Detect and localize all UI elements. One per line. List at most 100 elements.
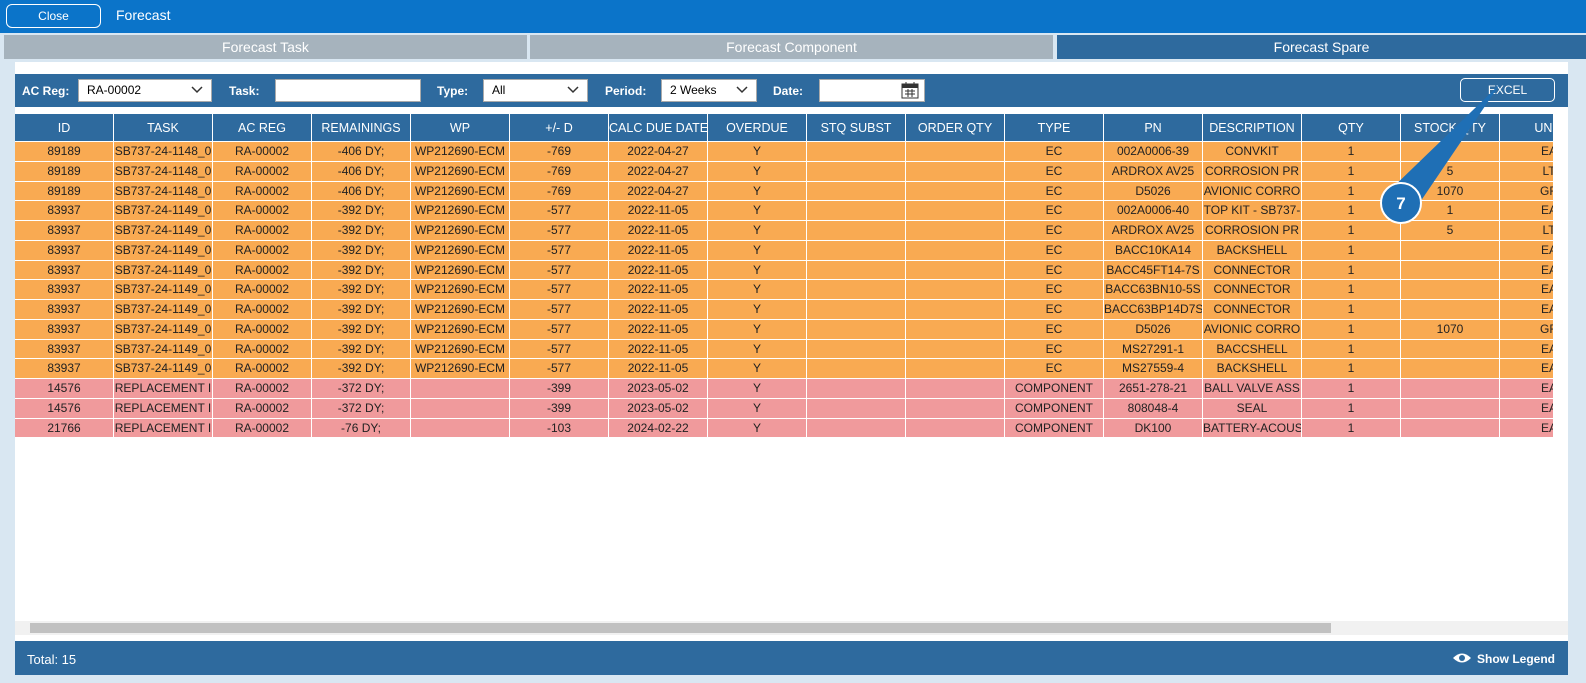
table-cell: WP212690-ECM (411, 339, 510, 360)
table-cell: 1 (1302, 319, 1401, 340)
filter-label: Date: (773, 84, 804, 98)
table-cell (807, 201, 906, 221)
scroll-thumb[interactable] (30, 623, 1331, 633)
table-cell: RA-00002 (213, 201, 312, 221)
tab[interactable]: Forecast Task (4, 35, 527, 59)
table-cell (1401, 339, 1500, 360)
task-input[interactable] (275, 79, 421, 102)
table-cell: RA-00002 (213, 300, 312, 320)
table-cell: CONNECTOR (1203, 280, 1302, 300)
table-cell: 89189 (15, 142, 114, 162)
table-cell: 2022-11-05 (609, 359, 708, 379)
table-cell: BACCSHELL (1203, 339, 1302, 360)
table-cell: GR (1500, 181, 1553, 202)
table-cell: 002A0006-40 (1104, 201, 1203, 221)
table-cell: SB737-24-1148_0 (114, 181, 213, 202)
tab[interactable]: Forecast Component (530, 35, 1053, 59)
table-cell: DK100 (1104, 418, 1203, 439)
table-cell (906, 398, 1005, 419)
table-cell: -392 DY; (312, 260, 411, 281)
table-cell (807, 418, 906, 439)
table-cell: CORROSION PR (1203, 221, 1302, 241)
table-cell: 1 (1302, 359, 1401, 379)
select-value: All (492, 83, 506, 97)
table-cell: 83937 (15, 280, 114, 300)
total: Total: 15 (27, 652, 77, 667)
table-cell: MS27559-4 (1104, 359, 1203, 379)
table-cell: SB737-24-1149_0 (114, 280, 213, 300)
ac-reg-select[interactable]: RA-00002 (78, 79, 212, 102)
table-cell: EA (1500, 201, 1553, 221)
table-cell: -372 DY; (312, 379, 411, 399)
table-cell: Y (708, 201, 807, 221)
table-cell: BATTERY-ACOUS (1203, 418, 1302, 439)
table-cell: -577 (510, 300, 609, 320)
table-cell: 2651-278-21 (1104, 379, 1203, 399)
table-cell (906, 142, 1005, 162)
table-cell: 83937 (15, 201, 114, 221)
table-cell (906, 300, 1005, 320)
table-cell (807, 260, 906, 281)
table-cell: SB737-24-1149_0 (114, 260, 213, 281)
table-cell (1401, 359, 1500, 379)
table-cell (906, 339, 1005, 360)
table-cell: REPLACEMENT I (114, 398, 213, 419)
table-cell: Y (708, 260, 807, 281)
type-select[interactable]: All (483, 79, 588, 102)
table-cell (906, 221, 1005, 241)
table-cell: WP212690-ECM (411, 142, 510, 162)
date-input[interactable] (819, 79, 925, 102)
table-cell: 808048-4 (1104, 398, 1203, 419)
scrollbar[interactable] (15, 621, 1568, 635)
filter-label: Type: (437, 84, 469, 98)
table-cell: 2022-04-27 (609, 161, 708, 182)
table-cell: SB737-24-1149_0 (114, 319, 213, 340)
table-cell: 1 (1302, 280, 1401, 300)
close-button[interactable]: Close (6, 4, 101, 28)
table-cell (807, 398, 906, 419)
table-cell: RA-00002 (213, 240, 312, 261)
table-cell: Y (708, 398, 807, 419)
excel-button[interactable]: EXCEL (1460, 78, 1555, 102)
table-cell: LT (1500, 221, 1553, 241)
table-cell: SB737-24-1148_0 (114, 161, 213, 182)
table-cell (906, 161, 1005, 182)
calendar-icon[interactable] (901, 81, 919, 99)
table-cell: 2022-11-05 (609, 240, 708, 261)
table-cell: -769 (510, 161, 609, 182)
table-cell: CONVKIT (1203, 142, 1302, 162)
table-cell (906, 260, 1005, 281)
table-cell: WP212690-ECM (411, 359, 510, 379)
table-cell: D5026 (1104, 181, 1203, 202)
table-cell (1401, 300, 1500, 320)
table-cell: -392 DY; (312, 339, 411, 360)
table-cell: 2024-02-22 (609, 418, 708, 439)
select-value: 2 Weeks (670, 83, 717, 97)
table-cell: Y (708, 142, 807, 162)
table-cell (807, 240, 906, 261)
table-cell: -399 (510, 398, 609, 419)
table-cell: 14576 (15, 379, 114, 399)
table-cell: -392 DY; (312, 221, 411, 241)
table-cell: -577 (510, 201, 609, 221)
table-cell (1401, 379, 1500, 399)
table-cell: Y (708, 379, 807, 399)
show-legend[interactable]: Show Legend (1477, 652, 1555, 666)
table-cell: 83937 (15, 359, 114, 379)
table-cell: 1 (1302, 142, 1401, 162)
table-cell: BACKSHELL (1203, 240, 1302, 261)
table-cell: RA-00002 (213, 181, 312, 202)
column-header: TYPE (1005, 114, 1104, 142)
table-cell (906, 359, 1005, 379)
table-cell: -392 DY; (312, 300, 411, 320)
table-cell: 21766 (15, 418, 114, 439)
tab-active[interactable]: Forecast Spare (1057, 35, 1586, 59)
table-cell: EC (1005, 319, 1104, 340)
table-cell: AVIONIC CORRO (1203, 319, 1302, 340)
table-cell: -392 DY; (312, 319, 411, 340)
table-cell: Y (708, 339, 807, 360)
table-cell: SB737-24-1148_0 (114, 142, 213, 162)
period-select[interactable]: 2 Weeks (661, 79, 757, 102)
table-cell: SEAL (1203, 398, 1302, 419)
table-cell: 83937 (15, 221, 114, 241)
